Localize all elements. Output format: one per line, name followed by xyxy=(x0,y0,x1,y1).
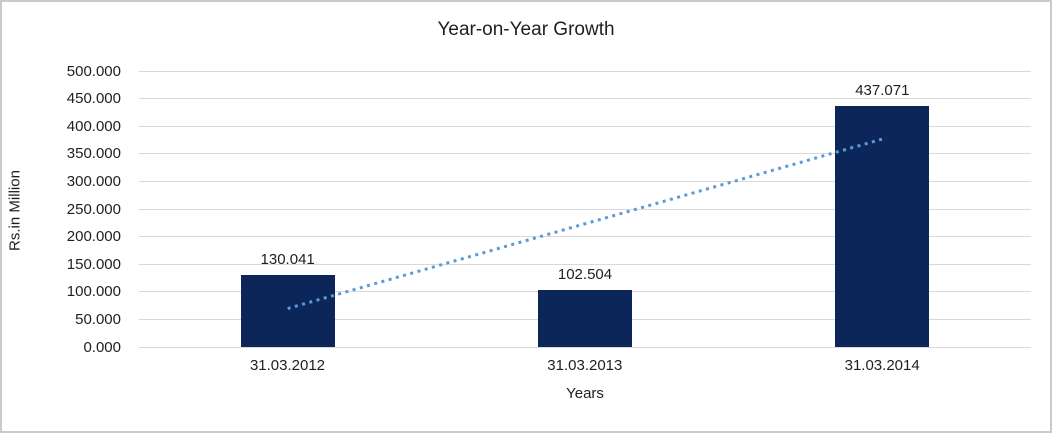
bar-data-label: 130.041 xyxy=(260,251,315,269)
y-tick-label: 50.000 xyxy=(75,310,121,328)
bar-data-label: 102.504 xyxy=(557,266,613,284)
gridline xyxy=(139,346,1031,348)
y-tick-label: 450.000 xyxy=(66,90,121,108)
x-axis-title: Years xyxy=(566,385,604,402)
gridline xyxy=(139,70,1031,72)
gridline xyxy=(139,263,1031,265)
gridline xyxy=(139,180,1031,182)
bar xyxy=(835,105,930,347)
y-tick-label: 500.000 xyxy=(66,62,121,80)
y-tick-label: 0.000 xyxy=(83,338,121,356)
x-category-label: 31.03.2013 xyxy=(547,357,623,374)
y-tick-label: 200.000 xyxy=(66,228,121,246)
x-category-label: 31.03.2012 xyxy=(249,357,326,374)
gridline xyxy=(139,98,1031,100)
bar xyxy=(240,275,335,347)
gridline xyxy=(139,208,1031,210)
x-category-label: 31.03.2014 xyxy=(844,357,920,374)
y-axis-title: Rs.in Million xyxy=(6,170,24,251)
bar xyxy=(538,290,632,347)
y-tick-label: 150.000 xyxy=(66,255,121,273)
trendline-layer xyxy=(287,137,883,310)
y-tick-label: 100.000 xyxy=(66,283,121,301)
bar-data-label: 437.071 xyxy=(855,81,910,99)
plot-area: 130.041 102.504 437.071 xyxy=(139,70,1031,348)
gridline xyxy=(139,125,1031,127)
y-tick-label: 350.000 xyxy=(66,145,121,163)
chart-title: Year-on-Year Growth xyxy=(437,19,615,40)
trendline xyxy=(287,137,883,310)
y-tick-label: 250.000 xyxy=(66,200,121,218)
y-tick-label: 300.000 xyxy=(66,172,121,190)
y-tick-label: 400.000 xyxy=(66,117,121,135)
gridline xyxy=(139,153,1031,155)
gridline xyxy=(139,236,1031,238)
